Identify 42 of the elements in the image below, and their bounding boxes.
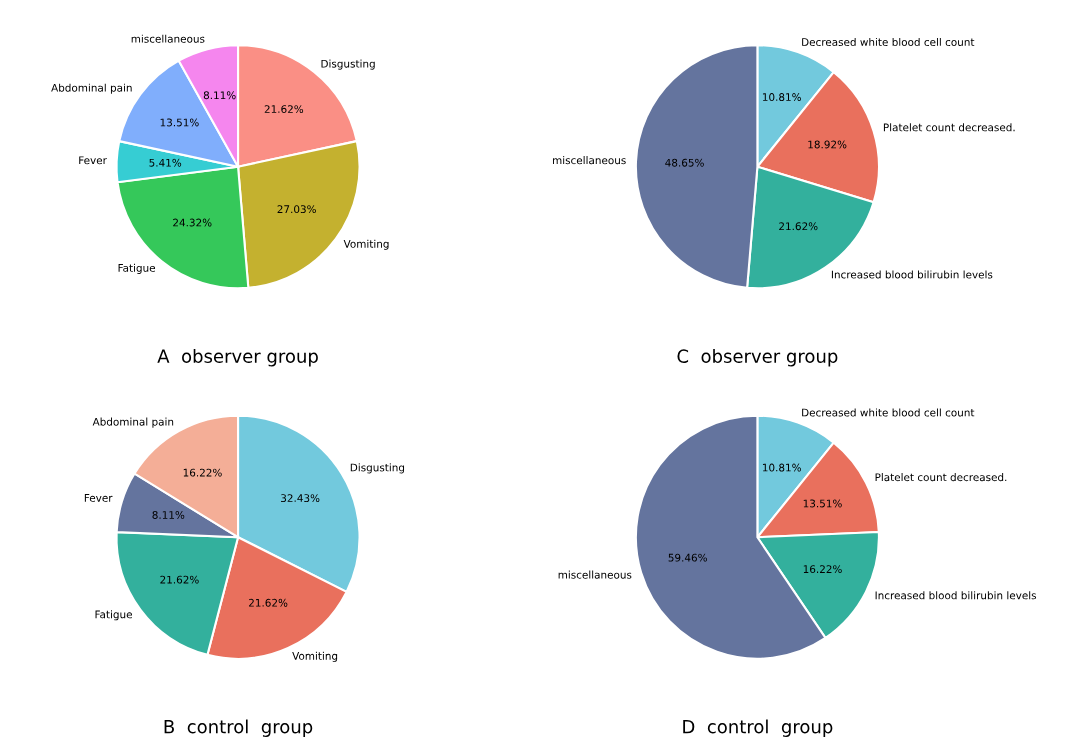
slice-label: Decreased white blood cell count (802, 37, 975, 46)
slice-label: Vomiting (343, 239, 389, 250)
text: C observer group (677, 349, 838, 367)
text: A observer group (157, 349, 318, 367)
slice-label: miscellaneous (131, 34, 205, 43)
slice-label: Platelet count decreased. (883, 123, 1015, 132)
data-label: 59.46% (668, 553, 707, 562)
slice-label: Increased blood bilirubin levels (875, 591, 1037, 600)
data-label: 10.81% (762, 93, 801, 101)
slice-label: Fatigue (118, 263, 156, 274)
data-label: 8.11% (203, 91, 236, 100)
data-label: 16.22% (183, 468, 222, 477)
slice-label: Fever (79, 156, 107, 165)
data-label: 48.65% (665, 158, 704, 167)
data-label: 5.41% (149, 158, 182, 167)
data-label: 27.03% (277, 205, 316, 214)
data-label: 21.62% (160, 575, 199, 584)
data-label: 13.51% (160, 118, 199, 127)
data-label: 10.81% (762, 463, 801, 472)
text: B control group (164, 719, 313, 737)
text: D control group (683, 719, 833, 737)
data-label: 24.32% (173, 218, 212, 227)
slice-label: Increased blood bilirubin levels (831, 270, 993, 279)
data-label: 21.62% (248, 598, 288, 607)
data-label: 18.92% (808, 140, 847, 149)
slice-label: Fever (84, 494, 113, 502)
data-label: 13.51% (803, 499, 842, 508)
slice-label: Platelet count decreased. (875, 473, 1007, 482)
data-label: 8.11% (152, 511, 185, 519)
data-label: 21.62% (264, 105, 304, 114)
slice-label: miscellaneous (558, 570, 632, 579)
slice-label: Disgusting (350, 463, 405, 474)
slice-label: Abdominal pain (51, 83, 132, 94)
data-label: 16.22% (803, 565, 842, 574)
slice-label: Vomiting (292, 651, 338, 662)
slice-label: Fatigue (95, 610, 132, 621)
slice-label: miscellaneous (553, 156, 626, 165)
slice-label: Disgusting (321, 59, 375, 70)
slice-label: Abdominal pain (92, 417, 174, 428)
data-label: 21.62% (779, 222, 818, 231)
slice-label: Decreased white blood cell count (802, 408, 975, 417)
data-label: 32.43% (281, 494, 320, 503)
